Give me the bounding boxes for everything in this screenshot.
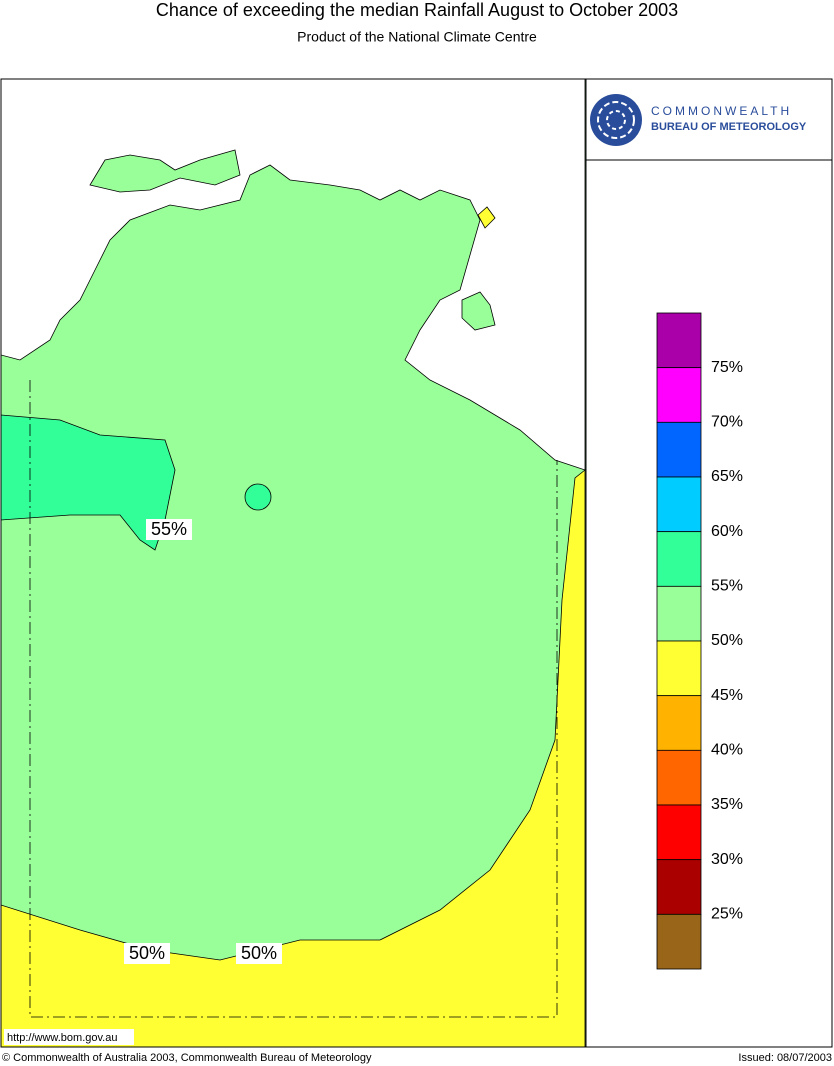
- legend-label: 60%: [711, 523, 743, 540]
- legend: 75% 70% 65% 60% 55% 50% 45% 40% 35% 30% 25%: [656, 312, 743, 970]
- legend-swatch: [656, 312, 702, 369]
- legend-swatch: [656, 913, 702, 970]
- legend-label: 65%: [711, 468, 743, 485]
- logo: COMMONWEALTH BUREAU OF METEOROLOGY: [590, 94, 807, 146]
- region-45-50: [477, 206, 496, 229]
- logo-text: BUREAU OF METEOROLOGY: [651, 121, 807, 133]
- legend-label: 30%: [711, 851, 743, 868]
- side-panel: [585, 78, 833, 1048]
- label-box: [146, 519, 192, 540]
- legend-label: 25%: [711, 906, 743, 923]
- boundary-line: [29, 380, 558, 1018]
- legend-label: 50%: [711, 632, 743, 649]
- contour-label: 55%: [151, 519, 187, 539]
- legend-label: 75%: [711, 359, 743, 376]
- contour-label: 50%: [129, 943, 165, 963]
- title: Chance of exceeding the median Rainfall …: [156, 0, 678, 20]
- label-box: [124, 943, 170, 964]
- legend-label: 45%: [711, 687, 743, 704]
- contour-label: 50%: [241, 943, 277, 963]
- legend-swatch: [656, 749, 702, 806]
- legend-label: 55%: [711, 578, 743, 595]
- legend-swatch: [656, 531, 702, 587]
- subtitle: Product of the National Climate Centre: [297, 29, 537, 45]
- legend-label: 40%: [711, 742, 743, 759]
- legend-swatch: [656, 367, 702, 423]
- issued-date: Issued: 08/07/2003: [738, 1052, 832, 1064]
- logo-mark: [606, 110, 626, 130]
- copyright: © Commonwealth of Australia 2003, Common…: [2, 1052, 372, 1064]
- island: [461, 291, 496, 331]
- legend-swatch: [656, 695, 702, 751]
- legend-swatch: [656, 476, 702, 533]
- legend-swatch: [656, 859, 702, 915]
- legend-label: 70%: [711, 414, 743, 431]
- label-box: [4, 1029, 134, 1045]
- label-box: [236, 943, 282, 964]
- logo-mark: [597, 101, 635, 139]
- logo-text: COMMONWEALTH: [651, 104, 792, 118]
- map: 55% 50% 50% http://www.bom.gov.au: [0, 78, 587, 1048]
- region-55-60: [244, 483, 272, 511]
- island: [89, 149, 241, 193]
- legend-swatch: [656, 640, 702, 697]
- legend-swatch: [656, 421, 702, 478]
- url: http://www.bom.gov.au: [7, 1032, 117, 1044]
- legend-label: 35%: [711, 796, 743, 813]
- legend-swatch: [656, 585, 702, 642]
- legend-swatch: [656, 804, 702, 861]
